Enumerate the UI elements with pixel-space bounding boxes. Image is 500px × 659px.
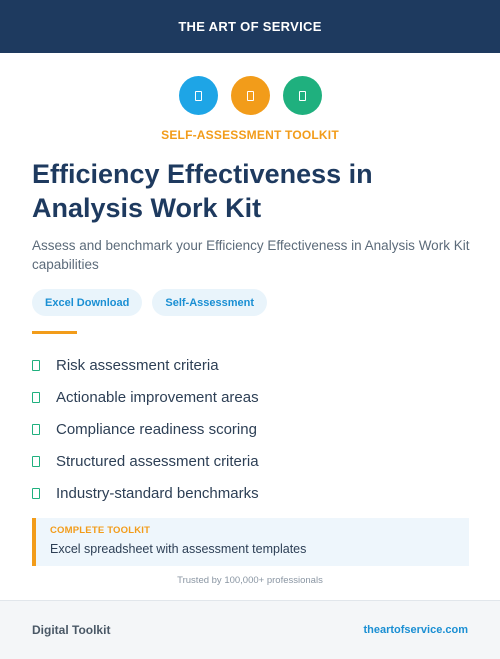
- list-item: Industry-standard benchmarks: [32, 477, 472, 509]
- list-item: Actionable improvement areas: [32, 381, 472, 413]
- footer-brand: Digital Toolkit: [32, 623, 111, 637]
- header-brand: THE ART OF SERVICE: [178, 19, 322, 34]
- accent-divider: [32, 331, 77, 334]
- trusted-note: Trusted by 100,000+ professionals: [177, 575, 323, 586]
- tag-self-assessment: Self-Assessment: [152, 289, 268, 316]
- list-item: Compliance readiness scoring: [32, 413, 472, 445]
- list-item: Risk assessment criteria: [32, 349, 472, 381]
- feature-text: Compliance readiness scoring: [56, 420, 257, 438]
- checkbox-icon: [32, 423, 40, 435]
- callout-label: COMPLETE TOOLKIT: [50, 525, 151, 536]
- document-icon: [282, 76, 322, 115]
- page-subtitle: Assess and benchmark your Efficiency Eff…: [32, 238, 470, 272]
- document-icon: [178, 76, 218, 115]
- tag-list: Excel Download Self-Assessment: [32, 289, 268, 316]
- callout-text: Excel spreadsheet with assessment templa…: [50, 542, 307, 556]
- footer-link[interactable]: theartofservice.com: [363, 624, 468, 636]
- feature-list: Risk assessment criteria Actionable impr…: [32, 349, 472, 509]
- feature-text: Industry-standard benchmarks: [56, 484, 259, 502]
- document-icon: [230, 76, 270, 115]
- header-bar: THE ART OF SERVICE: [0, 0, 500, 53]
- page-title: Efficiency Effectiveness in Analysis Wor…: [32, 159, 373, 223]
- feature-text: Structured assessment criteria: [56, 452, 259, 470]
- footer-bar: Digital Toolkit theartofservice.com: [0, 600, 500, 659]
- icon-row: [0, 76, 500, 115]
- checkbox-icon: [32, 487, 40, 499]
- feature-text: Actionable improvement areas: [56, 388, 259, 406]
- checkbox-icon: [32, 391, 40, 403]
- tag-excel-download: Excel Download: [32, 289, 143, 316]
- toolkit-callout: COMPLETE TOOLKIT Excel spreadsheet with …: [32, 518, 469, 566]
- checkbox-icon: [32, 455, 40, 467]
- feature-text: Risk assessment criteria: [56, 356, 219, 374]
- eyebrow-label: SELF-ASSESSMENT TOOLKIT: [161, 128, 339, 142]
- checkbox-icon: [32, 359, 40, 371]
- list-item: Structured assessment criteria: [32, 445, 472, 477]
